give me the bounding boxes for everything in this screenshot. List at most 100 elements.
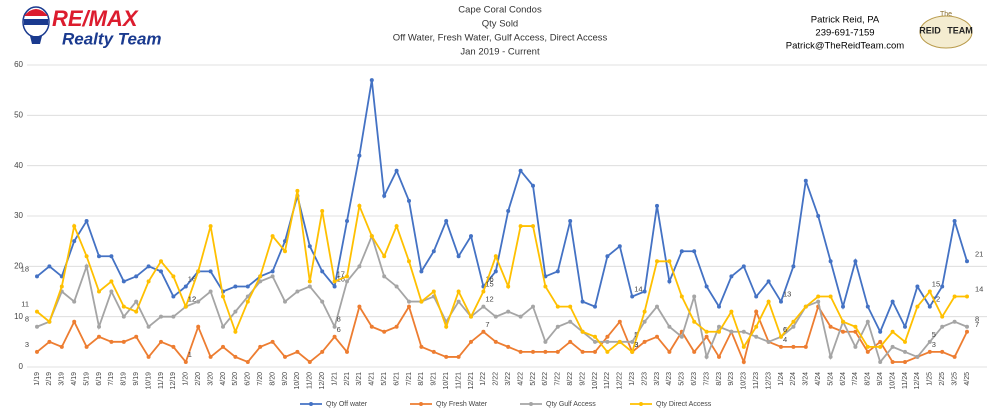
logo-team: Realty Team [62, 29, 162, 48]
data-label: 12 [188, 295, 196, 304]
data-point [469, 339, 473, 344]
data-point [518, 168, 523, 173]
data-point [779, 334, 783, 339]
data-point [741, 264, 746, 269]
data-point [580, 329, 585, 334]
data-point [593, 304, 597, 309]
data-point [766, 279, 771, 284]
x-tick-label: 11/19 [158, 372, 165, 389]
data-point [146, 264, 151, 269]
legend-swatch [639, 402, 643, 406]
data-point [109, 339, 114, 344]
data-point [878, 329, 883, 334]
data-point [394, 324, 399, 329]
data-point [531, 349, 535, 354]
data-point [233, 284, 238, 289]
data-point [729, 329, 734, 334]
data-point [419, 344, 424, 349]
chart-title: Cape Coral Condos [458, 5, 542, 16]
data-point [642, 319, 647, 324]
x-tick-label: 7/20 [257, 372, 264, 386]
data-point [431, 289, 436, 294]
data-point [506, 284, 511, 289]
x-tick-label: 3/25 [951, 372, 958, 386]
data-point [345, 279, 349, 284]
data-label: 6 [783, 325, 787, 334]
data-point [407, 198, 411, 203]
y-tick-label: 60 [14, 60, 23, 69]
data-point [382, 329, 387, 334]
data-point [543, 284, 548, 289]
data-point [679, 334, 684, 339]
data-point [307, 244, 312, 249]
data-point [692, 294, 697, 299]
data-point [245, 299, 250, 304]
x-tick-label: 4/24 [815, 372, 822, 386]
x-tick-label: 9/19 [133, 372, 140, 386]
data-point [369, 78, 374, 83]
data-label: 11 [21, 300, 29, 309]
data-point [766, 299, 771, 304]
data-point [754, 309, 759, 314]
data-point [295, 289, 300, 294]
data-point [679, 249, 684, 254]
data-point [903, 324, 907, 329]
x-tick-label: 6/19 [96, 372, 103, 386]
data-point [481, 304, 486, 309]
data-point [630, 349, 635, 354]
data-point [469, 234, 473, 239]
series-line [36, 79, 968, 334]
data-point [134, 309, 139, 314]
data-point [927, 304, 932, 309]
data-point [196, 324, 201, 329]
contact-email: Patrick@TheReidTeam.com [786, 41, 904, 52]
x-tick-label: 3/22 [505, 372, 512, 386]
data-point [741, 344, 746, 349]
data-point [816, 299, 821, 304]
data-point [320, 269, 325, 274]
data-point [903, 359, 907, 364]
data-point [357, 153, 362, 158]
data-point [630, 339, 635, 344]
data-point [332, 279, 337, 284]
data-point [717, 354, 721, 359]
data-point [345, 349, 349, 354]
data-point [171, 314, 176, 319]
x-tick-label: 5/20 [232, 372, 239, 386]
data-point [109, 279, 114, 284]
data-point [630, 294, 635, 299]
data-point [593, 349, 597, 354]
data-point [828, 294, 833, 299]
data-point [543, 339, 548, 344]
legend-swatch [309, 402, 313, 406]
series-line [36, 190, 967, 354]
data-point [72, 239, 77, 244]
data-label: 3 [634, 340, 638, 349]
data-point [605, 349, 610, 354]
x-tick-label: 10/21 [443, 372, 450, 390]
data-point [890, 299, 895, 304]
x-tick-label: 4/22 [517, 372, 524, 386]
data-point [270, 339, 275, 344]
data-point [109, 289, 114, 294]
x-tick-label: 8/24 [865, 372, 872, 386]
data-label: 3 [634, 340, 638, 349]
data-point [444, 324, 449, 329]
data-point [865, 349, 870, 354]
x-tick-label: 4/20 [220, 372, 227, 386]
data-point [159, 339, 163, 344]
data-point [59, 284, 64, 289]
data-point [940, 349, 945, 354]
data-point [655, 334, 659, 339]
data-label: 12 [485, 295, 493, 304]
data-point [741, 329, 746, 334]
data-point [134, 299, 139, 304]
data-point [704, 284, 709, 289]
x-tick-label: 9/20 [282, 372, 289, 386]
data-point [481, 329, 486, 334]
data-point [890, 359, 895, 364]
data-point [419, 269, 424, 274]
data-point [580, 299, 585, 304]
data-point [803, 344, 808, 349]
data-point [952, 294, 957, 299]
